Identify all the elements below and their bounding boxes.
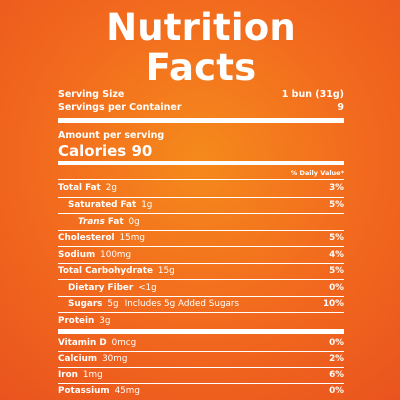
nutrient-dv: 10% (322, 299, 344, 310)
calories-row: Calories 90 (58, 142, 344, 160)
added-sugars-label: Includes 5g Added Sugars (124, 299, 240, 310)
nutrient-row-trans-fat: Trans Fat 0g (58, 213, 344, 230)
nutrient-row-protein: Protein 3g (58, 312, 344, 329)
nutrient-row-total-fat: Total Fat 2g 3% (58, 180, 344, 197)
serving-size-row: Serving Size 1 bun (31g) (58, 88, 344, 101)
nutrient-amount: 3g (99, 315, 111, 326)
nutrient-label: Protein (58, 315, 95, 326)
amount-per-serving-label: Amount per serving (58, 130, 165, 141)
nutrient-amount: 100mg (100, 249, 132, 260)
vitamin-amount: 45mg (114, 386, 140, 396)
vitamin-row-potassium: Potassium 45mg 0% (58, 382, 344, 399)
nutrient-label: Total Fat (58, 183, 101, 194)
nutrient-dv: 3% (329, 183, 344, 194)
servings-per-container-row: Servings per Container 9 (58, 101, 344, 114)
nutrient-amount: 5g (107, 299, 119, 310)
nutrient-row-cholesterol: Cholesterol 15mg 5% (58, 229, 344, 247)
nutrient-dv: 4% (329, 249, 344, 260)
divider-thick (58, 118, 344, 123)
nutrient-dv: 0% (329, 282, 344, 293)
nutrient-label: Cholesterol (58, 233, 115, 244)
vitamin-label: Calcium (58, 354, 98, 364)
serving-size-value: 1 bun (31g) (281, 89, 344, 100)
vitamin-label: Potassium (58, 386, 110, 396)
divider-thick-vitamins (58, 328, 344, 334)
vitamin-dv: 2% (329, 354, 344, 364)
nutrient-amount: 15g (157, 266, 175, 277)
nutrient-row-saturated-fat: Saturated Fat 1g 5% (58, 196, 344, 214)
nutrient-label: Sugars (68, 299, 103, 310)
vitamin-amount: 0mcg (111, 337, 137, 348)
servings-per-container-value: 9 (337, 102, 344, 113)
nutrient-amount: <1g (138, 282, 157, 293)
nutrient-amount: 1g (141, 200, 153, 211)
calories-value: 90 (131, 142, 153, 160)
nutrition-facts-panel: Nutrition Facts Serving Size 1 bun (31g)… (58, 0, 344, 399)
nutrient-label: Saturated Fat (68, 200, 137, 211)
nutrient-dv: 5% (329, 266, 344, 277)
nutrient-label-prefix: Trans (78, 216, 105, 227)
nutrient-row-total-carbohydrate: Total Carbohydrate 15g 5% (58, 262, 344, 280)
divider-medium (58, 161, 344, 165)
vitamin-amount: 1mg (82, 370, 103, 380)
nutrient-amount: 2g (105, 183, 117, 194)
daily-value-header: % Daily Value* (290, 169, 344, 177)
nutrient-label-suffix: Fat (107, 216, 124, 227)
page-title: Nutrition Facts (106, 6, 296, 89)
vitamin-label: Iron (58, 370, 78, 380)
nutrient-dv: 5% (329, 200, 344, 211)
vitamin-dv: 6% (329, 370, 344, 380)
vitamin-amount: 30mg (102, 354, 128, 364)
vitamin-row-iron: Iron 1mg 6% (58, 366, 344, 383)
vitamin-row-calcium: Calcium 30mg 2% (58, 350, 344, 367)
nutrient-amount: 0g (128, 216, 140, 227)
nutrient-row-sodium: Sodium 100mg 4% (58, 246, 344, 263)
calories-label: Calories (58, 142, 127, 160)
vitamin-dv: 0% (329, 337, 344, 348)
nutrient-label: Dietary Fiber (68, 282, 134, 293)
nutrient-row-sugars: Sugars 5g Includes 5g Added Sugars 10% (58, 295, 344, 313)
nutrient-dv: 5% (329, 233, 344, 244)
vitamin-row-vitamin-d: Vitamin D 0mcg 0% (58, 335, 344, 351)
servings-per-container-label: Servings per Container (58, 102, 182, 113)
vitamin-label: Vitamin D (58, 337, 107, 348)
serving-size-label: Serving Size (58, 89, 125, 100)
nutrient-label: Sodium (58, 249, 96, 260)
nutrient-label: Total Carbohydrate (58, 266, 153, 277)
vitamin-dv: 0% (329, 386, 344, 396)
nutrient-amount: 15mg (119, 233, 145, 244)
divider-thin (58, 179, 344, 180)
nutrient-row-dietary-fiber: Dietary Fiber <1g 0% (58, 279, 344, 296)
